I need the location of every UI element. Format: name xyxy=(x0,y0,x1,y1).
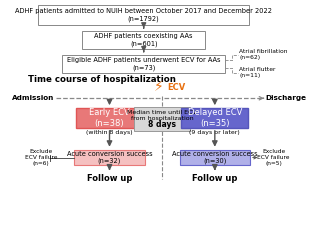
Text: (9 days or later): (9 days or later) xyxy=(189,130,240,135)
Text: ⚡: ⚡ xyxy=(154,80,163,94)
Text: (within 8 days): (within 8 days) xyxy=(86,130,133,135)
Text: Median time until ECV: Median time until ECV xyxy=(127,109,197,114)
FancyBboxPatch shape xyxy=(74,150,144,165)
Text: Time course of hospitalization: Time course of hospitalization xyxy=(28,75,176,84)
FancyBboxPatch shape xyxy=(62,55,225,73)
Text: Early ECV
(n=38): Early ECV (n=38) xyxy=(89,108,130,128)
Text: Exclude
ECV failure
(n=5): Exclude ECV failure (n=5) xyxy=(257,149,290,166)
Text: Delayed ECV
(n=35): Delayed ECV (n=35) xyxy=(188,108,242,128)
Text: Follow up: Follow up xyxy=(87,174,132,183)
Text: Discharge: Discharge xyxy=(266,95,307,101)
FancyBboxPatch shape xyxy=(38,5,249,25)
Text: ADHF patients coexisting AAs
(n=601): ADHF patients coexisting AAs (n=601) xyxy=(95,33,193,47)
FancyBboxPatch shape xyxy=(82,31,205,49)
Text: Eligible ADHF patients underwent ECV for AAs
(n=73): Eligible ADHF patients underwent ECV for… xyxy=(67,57,221,70)
Text: ECV: ECV xyxy=(168,83,186,92)
Text: Admission: Admission xyxy=(12,95,54,101)
Text: Exclude
ECV failure
(n=6): Exclude ECV failure (n=6) xyxy=(25,149,57,166)
FancyBboxPatch shape xyxy=(180,150,250,165)
Text: Atrial fibrillation
(n=62): Atrial fibrillation (n=62) xyxy=(239,49,288,60)
Text: from hospitalization: from hospitalization xyxy=(131,115,193,120)
FancyBboxPatch shape xyxy=(76,108,143,128)
Text: Follow up: Follow up xyxy=(192,174,237,183)
FancyBboxPatch shape xyxy=(134,107,190,131)
Text: Acute conversion success
(n=32): Acute conversion success (n=32) xyxy=(67,151,152,164)
Text: Acute conversion success
(n=30): Acute conversion success (n=30) xyxy=(172,151,258,164)
Text: ADHF patients admitted to NUIH between October 2017 and December 2022
(n=1792): ADHF patients admitted to NUIH between O… xyxy=(15,8,272,22)
FancyBboxPatch shape xyxy=(182,108,248,128)
Text: 8 days: 8 days xyxy=(148,120,176,129)
Text: Atrial flutter
(n=11): Atrial flutter (n=11) xyxy=(239,67,276,78)
